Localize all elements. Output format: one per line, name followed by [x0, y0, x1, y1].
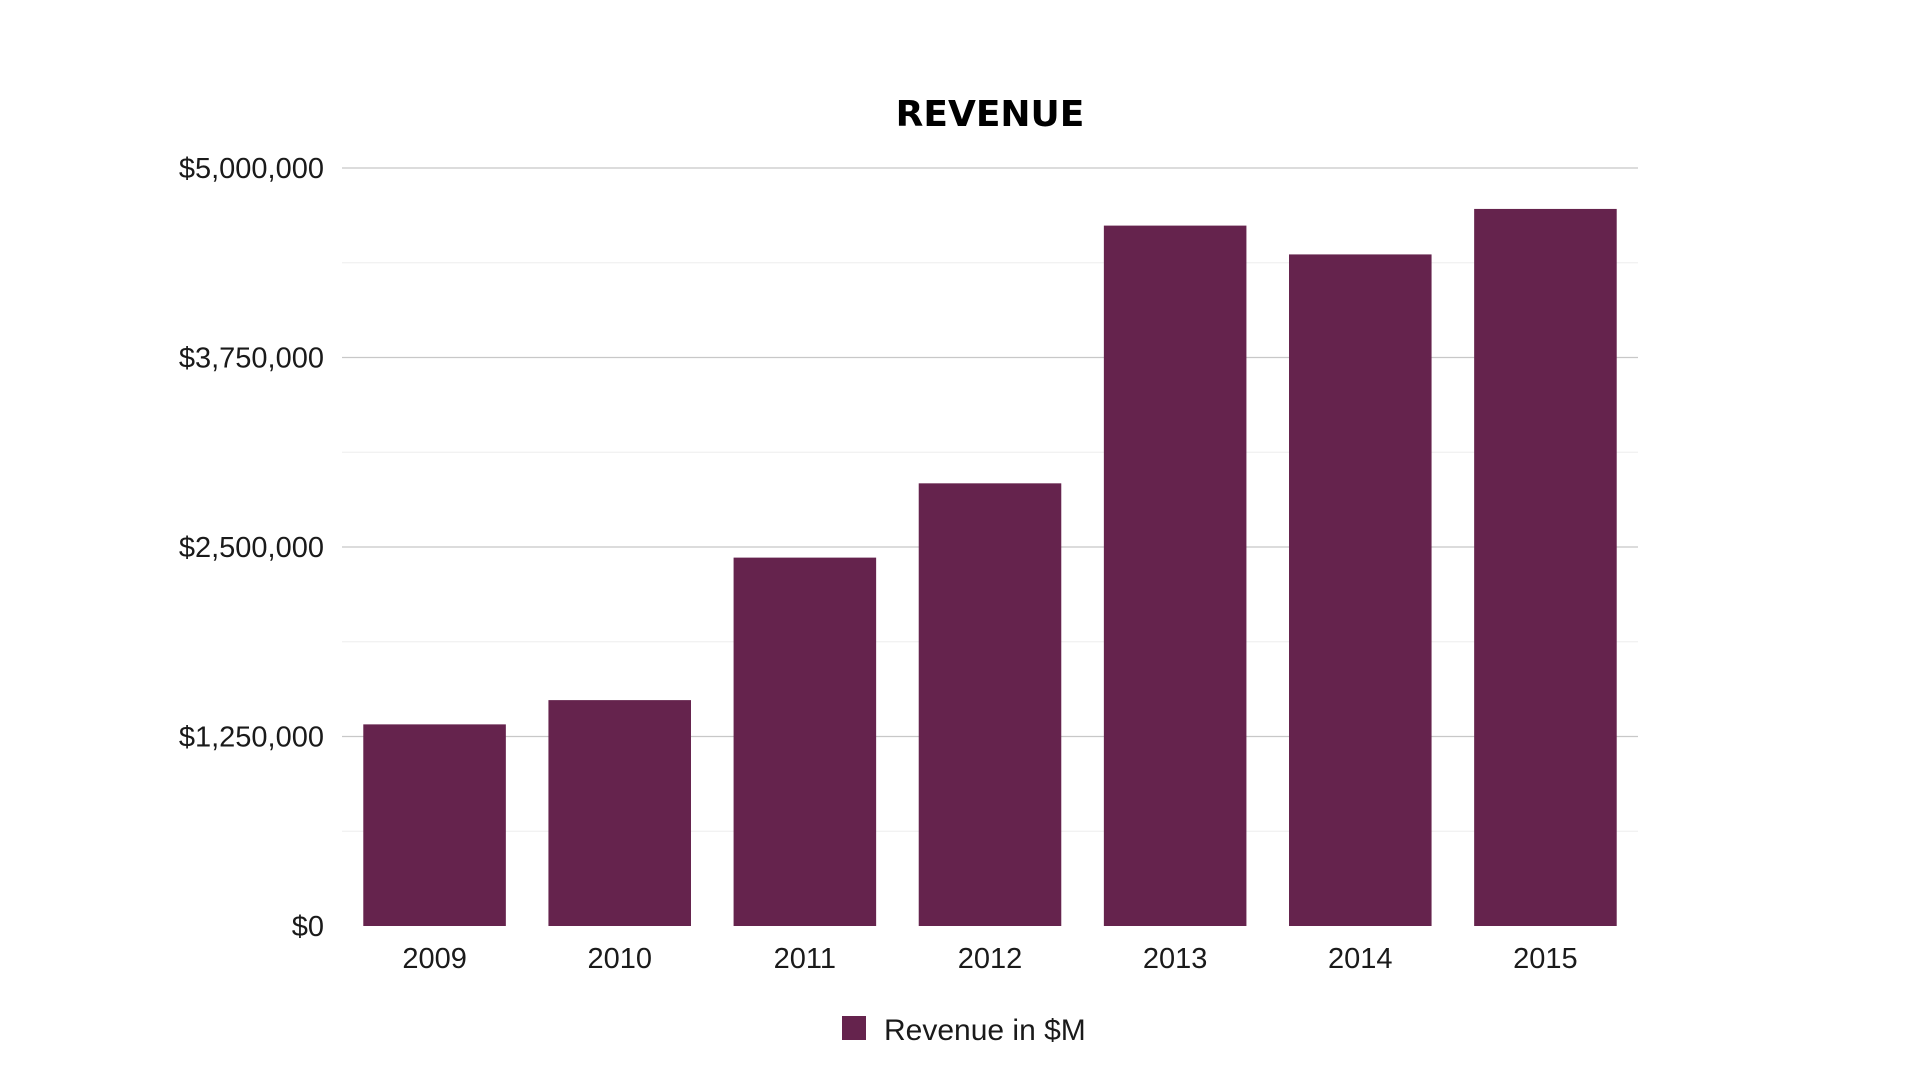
x-tick-label: 2015 — [1513, 943, 1578, 975]
y-tick-label: $5,000,000 — [179, 153, 324, 185]
bar-2010 — [548, 700, 691, 926]
x-tick-label: 2014 — [1328, 943, 1393, 975]
bar-2015 — [1474, 208, 1617, 926]
legend-label: Revenue in $M — [884, 1014, 1086, 1047]
x-tick-label: 2012 — [958, 943, 1023, 975]
legend-swatch — [842, 1016, 866, 1040]
chart-title: REVENUE — [896, 94, 1085, 135]
x-tick-label: 2013 — [1143, 943, 1208, 975]
bar-2011 — [733, 557, 877, 926]
y-tick-label: $1,250,000 — [179, 722, 324, 754]
bar-2009 — [363, 724, 506, 926]
y-tick-label: $0 — [292, 911, 324, 943]
y-tick-label: $2,500,000 — [179, 532, 324, 564]
bar-2012 — [918, 483, 1062, 926]
x-tick-label: 2010 — [587, 943, 652, 975]
x-tick-label: 2009 — [402, 943, 467, 975]
y-axis: $0 $1,250,000 $2,500,000 $3,750,000 $5,000,0… — [179, 153, 324, 943]
bar-2013 — [1103, 225, 1247, 926]
bars — [363, 208, 1617, 927]
y-tick-label: $3,750,000 — [179, 343, 324, 375]
bar-2014 — [1289, 254, 1432, 927]
legend: Revenue in $M — [842, 1014, 1086, 1047]
x-tick-label: 2011 — [774, 943, 836, 975]
x-axis: 2009 2010 2011 2012 2013 2014 2015 — [402, 943, 1577, 975]
